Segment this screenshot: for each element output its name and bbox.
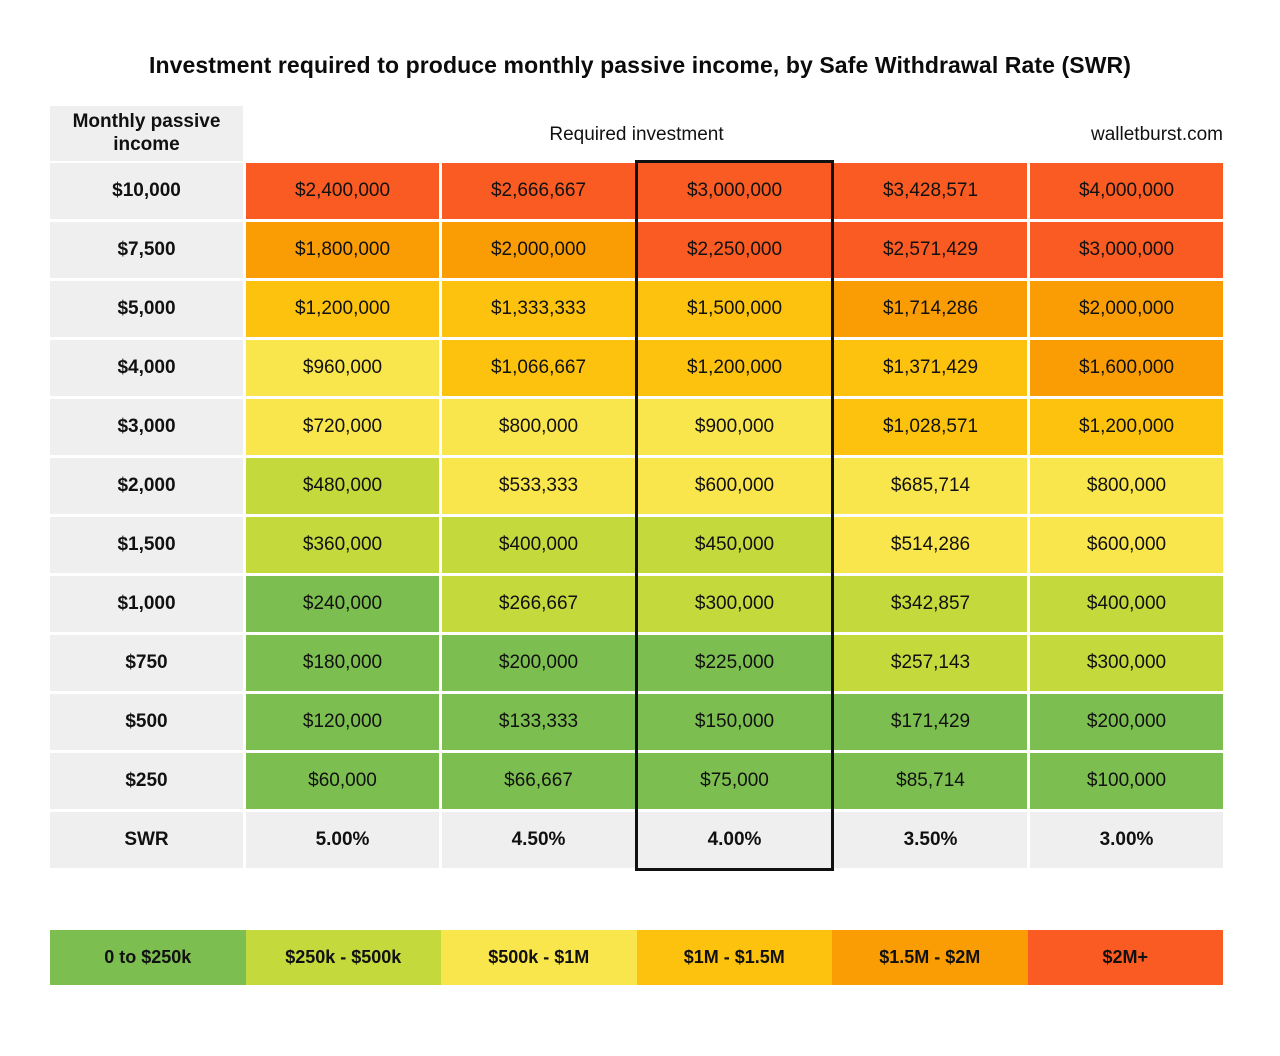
table-cell: $2,000,000 bbox=[1030, 281, 1223, 337]
table-cell: $2,571,429 bbox=[834, 222, 1027, 278]
legend-item: 0 to $250k bbox=[50, 930, 246, 985]
website-credit: walletburst.com bbox=[1091, 124, 1223, 145]
swr-value: 3.00% bbox=[1030, 812, 1223, 868]
table-cell: $1,200,000 bbox=[1030, 399, 1223, 455]
row-label: $7,500 bbox=[50, 222, 243, 278]
swr-row-label: SWR bbox=[50, 812, 243, 868]
table-cell: $400,000 bbox=[442, 517, 635, 573]
legend-item: $500k - $1M bbox=[441, 930, 637, 985]
table-cell: $533,333 bbox=[442, 458, 635, 514]
table-cell: $2,250,000 bbox=[638, 222, 831, 278]
row-label: $500 bbox=[50, 694, 243, 750]
row-label: $10,000 bbox=[50, 163, 243, 219]
legend-item: $1.5M - $2M bbox=[832, 930, 1028, 985]
table-cell: $600,000 bbox=[1030, 517, 1223, 573]
table-cell: $257,143 bbox=[834, 635, 1027, 691]
column-axis-header: Required investment bbox=[549, 124, 724, 145]
table-cell: $400,000 bbox=[1030, 576, 1223, 632]
table-cell: $900,000 bbox=[638, 399, 831, 455]
table-cell: $240,000 bbox=[246, 576, 439, 632]
legend: 0 to $250k $250k - $500k $500k - $1M $1M - … bbox=[50, 930, 1223, 985]
table-cell: $150,000 bbox=[638, 694, 831, 750]
table-cell: $800,000 bbox=[442, 399, 635, 455]
table-cell: $266,667 bbox=[442, 576, 635, 632]
table-cell: $3,000,000 bbox=[1030, 222, 1223, 278]
table-cell: $1,200,000 bbox=[638, 340, 831, 396]
row-label: $5,000 bbox=[50, 281, 243, 337]
table-cell: $360,000 bbox=[246, 517, 439, 573]
table-cell: $133,333 bbox=[442, 694, 635, 750]
table-cell: $1,333,333 bbox=[442, 281, 635, 337]
table-cell: $225,000 bbox=[638, 635, 831, 691]
table-cell: $1,714,286 bbox=[834, 281, 1027, 337]
swr-value: 4.00% bbox=[638, 812, 831, 868]
table-cell: $1,800,000 bbox=[246, 222, 439, 278]
table-cell: $100,000 bbox=[1030, 753, 1223, 809]
table-cell: $66,667 bbox=[442, 753, 635, 809]
legend-item: $2M+ bbox=[1027, 930, 1223, 985]
table-cell: $685,714 bbox=[834, 458, 1027, 514]
table-cell: $342,857 bbox=[834, 576, 1027, 632]
table-cell: $1,028,571 bbox=[834, 399, 1027, 455]
table-cell: $1,066,667 bbox=[442, 340, 635, 396]
table-cell: $171,429 bbox=[834, 694, 1027, 750]
table-cell: $450,000 bbox=[638, 517, 831, 573]
investment-table: $10,000 $2,400,000 $2,666,667 $3,000,000 $3,… bbox=[50, 163, 1223, 868]
legend-item: $1M - $1.5M bbox=[636, 930, 832, 985]
table-cell: $1,371,429 bbox=[834, 340, 1027, 396]
swr-value: 4.50% bbox=[442, 812, 635, 868]
row-label: $250 bbox=[50, 753, 243, 809]
row-label: $1,000 bbox=[50, 576, 243, 632]
table-cell: $2,666,667 bbox=[442, 163, 635, 219]
table-cell: $200,000 bbox=[442, 635, 635, 691]
table-cell: $60,000 bbox=[246, 753, 439, 809]
swr-value: 5.00% bbox=[246, 812, 439, 868]
row-axis-header: Monthly passive income bbox=[50, 106, 243, 161]
table-cell: $800,000 bbox=[1030, 458, 1223, 514]
table-cell: $480,000 bbox=[246, 458, 439, 514]
table-cell: $2,400,000 bbox=[246, 163, 439, 219]
row-label: $4,000 bbox=[50, 340, 243, 396]
table-cell: $1,600,000 bbox=[1030, 340, 1223, 396]
table-cell: $300,000 bbox=[638, 576, 831, 632]
table-cell: $3,000,000 bbox=[638, 163, 831, 219]
table-cell: $120,000 bbox=[246, 694, 439, 750]
page-title: Investment required to produce monthly p… bbox=[148, 52, 1132, 78]
table-cell: $1,500,000 bbox=[638, 281, 831, 337]
table-cell: $514,286 bbox=[834, 517, 1027, 573]
legend-item: $250k - $500k bbox=[245, 930, 441, 985]
table-cell: $720,000 bbox=[246, 399, 439, 455]
swr-value: 3.50% bbox=[834, 812, 1027, 868]
row-label: $3,000 bbox=[50, 399, 243, 455]
table-cell: $200,000 bbox=[1030, 694, 1223, 750]
row-label: $750 bbox=[50, 635, 243, 691]
table-cell: $1,200,000 bbox=[246, 281, 439, 337]
table-cell: $300,000 bbox=[1030, 635, 1223, 691]
table-cell: $3,428,571 bbox=[834, 163, 1027, 219]
table-cell: $2,000,000 bbox=[442, 222, 635, 278]
row-label: $2,000 bbox=[50, 458, 243, 514]
table-cell: $75,000 bbox=[638, 753, 831, 809]
table-cell: $180,000 bbox=[246, 635, 439, 691]
table-cell: $960,000 bbox=[246, 340, 439, 396]
table-cell: $600,000 bbox=[638, 458, 831, 514]
row-label: $1,500 bbox=[50, 517, 243, 573]
table-cell: $4,000,000 bbox=[1030, 163, 1223, 219]
table-cell: $85,714 bbox=[834, 753, 1027, 809]
